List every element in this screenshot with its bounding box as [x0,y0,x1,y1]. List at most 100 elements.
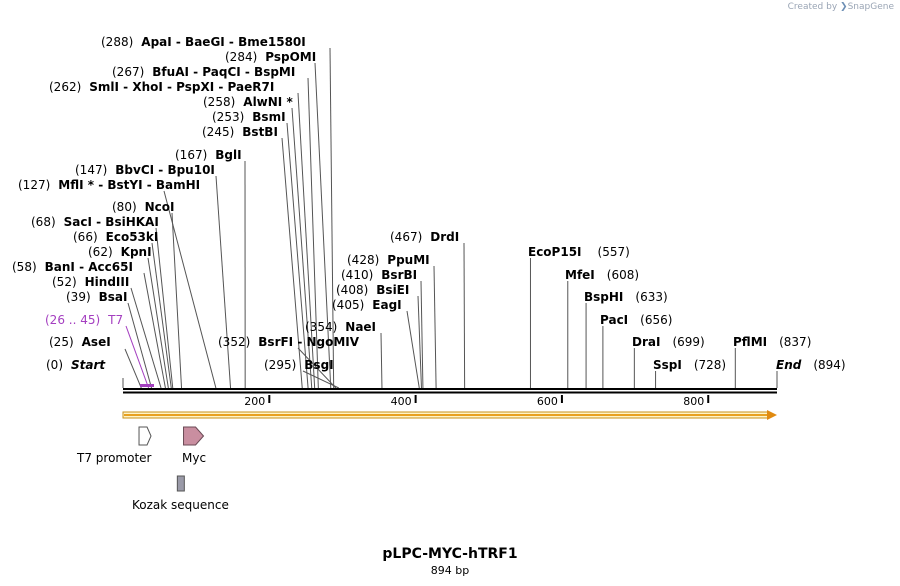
site-label-smli[interactable]: (262) SmlI - XhoI - PspXI - PaeR7I [49,80,274,94]
site-enzymes: KpnI [120,245,152,259]
site-label-bani[interactable]: (58) BanI - Acc65I [12,260,133,274]
leader-line-saci [155,227,174,389]
leader-line-hindiii [130,287,162,389]
site-position: (62) [88,245,113,259]
feature-label-kozak[interactable]: Kozak sequence [132,498,229,512]
site-label-paci[interactable]: PacI (656) [600,313,672,327]
site-enzymes: BspHI [584,290,624,304]
site-enzymes: PspOMI [265,50,317,64]
site-enzymes: MfeI [565,268,595,282]
site-label-bbvci[interactable]: (147) BbvCI - Bpu10I [75,163,215,177]
site-label-mfei[interactable]: MfeI (608) [565,268,639,282]
site-label-kpni[interactable]: (62) KpnI [88,245,152,259]
site-position: (267) [112,65,145,79]
leader-line-mfli [163,190,217,389]
site-label-bstbi[interactable]: (245) BstBI [202,125,278,139]
site-enzymes: EagI [372,298,402,312]
t7-promoter-arrow[interactable] [138,426,152,446]
site-label-asei[interactable]: (25) AseI [49,335,111,349]
site-position: (0) [46,358,63,372]
feature-label-myc[interactable]: Myc [182,451,207,465]
site-label-ppumi[interactable]: (428) PpuMI [347,253,430,267]
site-position: (52) [52,275,77,289]
site-enzymes: BstBI [242,125,278,139]
orf-arrow[interactable] [122,410,777,420]
site-label-eagi[interactable]: (405) EagI [332,298,402,312]
site-label-bsiei[interactable]: (408) BsiEI [336,283,409,297]
tick-label: 200 [244,395,266,408]
leader-line-pspomi [314,62,332,389]
site-label-ecop15i[interactable]: EcoP15I (557) [528,245,630,259]
site-position: (80) [112,200,137,214]
site-label-pflmi[interactable]: PflMI (837) [733,335,811,349]
site-label-drdi[interactable]: (467) DrdI [390,230,459,244]
site-label-end[interactable]: End (894) [776,358,846,372]
site-label-pspomi[interactable]: (284) PspOMI [225,50,316,64]
site-enzymes: BsaI [98,290,128,304]
site-position: (68) [31,215,56,229]
leader-lines [122,47,778,389]
site-label-bsai[interactable]: (39) BsaI [66,290,128,304]
site-enzymes: Eco53kI [105,230,159,244]
site-enzymes: ApaI - BaeGI - Bme1580I [141,35,306,49]
snapgene-credit: Created by ❯SnapGene [788,2,894,12]
site-label-start[interactable]: (0) Start [46,358,105,372]
site-label-bsrfi[interactable]: (352) BsrFI - NgoMIV [218,335,359,349]
site-enzymes: HindIII [84,275,130,289]
site-label-naei[interactable]: (354) NaeI [305,320,376,334]
site-label-eco53ki[interactable]: (66) Eco53kI [73,230,158,244]
site-enzymes: PacI [600,313,629,327]
site-label-hindiii[interactable]: (52) HindIII [52,275,129,289]
site-position: (295) [264,358,297,372]
site-label-bsrbi[interactable]: (410) BsrBI [341,268,417,282]
site-enzymes: EcoP15I [528,245,582,259]
leader-line-bsrfi [297,347,337,389]
leader-line-bstbi [281,137,303,389]
site-enzymes: SacI - BsiHKAI [63,215,159,229]
site-position: (699) [672,335,705,349]
site-enzymes: BanI - Acc65I [44,260,133,274]
leader-line-eagi [406,310,420,389]
myc-arrow[interactable] [183,426,205,446]
site-position: (352) [218,335,251,349]
leader-line-eco53ki [151,242,172,389]
leader-line-bbvci [215,175,232,389]
site-enzymes: BsrBI [381,268,418,282]
site-label-alwni[interactable]: (258) AlwNI * [203,95,293,109]
site-label-bsphi[interactable]: BspHI (633) [584,290,668,304]
site-label-bsmi[interactable]: (253) BsmI [212,110,286,124]
site-label-bgli[interactable]: (167) BglI [175,148,242,162]
kozak-box[interactable] [176,475,185,492]
site-label-ncoi[interactable]: (80) NcoI [112,200,175,214]
site-position: (557) [597,245,630,259]
map-title: pLPC-MYC-hTRF1 [382,546,518,562]
site-label-mfli[interactable]: (127) MflI * - BstYI - BamHI [18,178,200,192]
site-enzymes: NcoI [144,200,175,214]
leader-line-asei [124,348,142,389]
site-label-bfuai[interactable]: (267) BfuAI - PaqCI - BspMI [112,65,295,79]
site-label-saci[interactable]: (68) SacI - BsiHKAI [31,215,159,229]
site-enzymes: DrdI [430,230,460,244]
site-position: (26 .. 45) [45,313,101,327]
site-position: (728) [693,358,727,372]
site-label-bsgi[interactable]: (295) BsgI [264,358,334,372]
site-position: (288) [101,35,134,49]
leader-line-bsrbi [420,280,424,389]
site-label-t7[interactable]: (26 .. 45) T7 [45,313,123,327]
site-enzymes: BsmI [252,110,286,124]
site-label-apai[interactable]: (288) ApaI - BaeGI - Bme1580I [101,35,306,49]
site-enzymes: AlwNI * [243,95,293,109]
site-enzymes: DraI [632,335,661,349]
leader-line-bani [143,272,166,389]
t7-site-marker[interactable] [140,384,154,387]
feature-label-t7-promoter[interactable]: T7 promoter [77,451,152,465]
snapgene-logo-icon: ❯ [840,2,848,12]
leader-line-t7 [125,325,150,389]
site-position: (262) [49,80,82,94]
leader-line-ncoi [171,212,183,389]
site-label-drai[interactable]: DraI (699) [632,335,705,349]
site-position: (58) [12,260,37,274]
site-label-sspi[interactable]: SspI (728) [653,358,726,372]
leader-line-alwni [291,107,313,389]
